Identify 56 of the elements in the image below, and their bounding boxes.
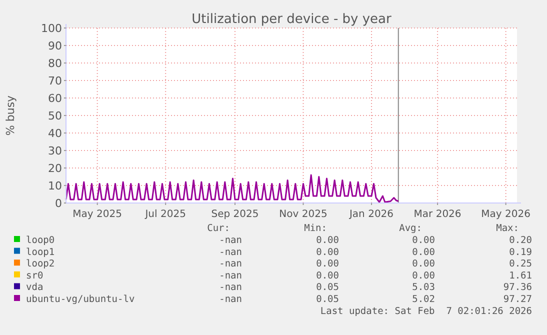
text: -nan <box>219 294 242 305</box>
chart-title: Utilization per device - by year <box>192 12 392 27</box>
y-tick-label: 30 <box>48 144 62 158</box>
text: Last update: Sat Feb 7 02:01:26 2026 <box>320 306 532 317</box>
legend-label: loop0 <box>26 235 55 246</box>
legend-label: sr0 <box>26 270 44 282</box>
text: 0.00 <box>316 258 340 270</box>
x-tick-label: Jan 2026 <box>348 209 394 220</box>
text: 0.05 <box>316 282 339 294</box>
legend-label: vda <box>26 282 44 294</box>
y-axis-title: % busy <box>4 94 17 136</box>
text: -nan <box>219 235 242 246</box>
text: 5.03 <box>412 282 435 294</box>
x-tick-label: May 2025 <box>72 209 122 220</box>
text: 0.00 <box>412 258 436 270</box>
text: 1.61 <box>509 270 532 282</box>
y-tick-label: 80 <box>48 57 62 70</box>
text: 97.27 <box>503 294 532 305</box>
y-tick-label: 90 <box>48 40 62 52</box>
text: 0.25 <box>509 258 532 270</box>
text: 0.00 <box>316 235 340 246</box>
legend-label: ubuntu-vg/ubuntu-lv <box>26 294 135 305</box>
y-tick-label: 50 <box>48 110 62 122</box>
x-tick-label: Jul 2025 <box>144 209 186 220</box>
y-tick-label: 70 <box>48 74 62 88</box>
text: Min: <box>304 223 327 234</box>
text: 0.00 <box>316 270 340 282</box>
text: -nan <box>219 282 242 294</box>
text: 0.00 <box>316 246 340 258</box>
text: 0.19 <box>509 246 532 258</box>
y-tick-label: 40 <box>48 127 62 140</box>
line-series <box>65 174 400 203</box>
text: 0.00 <box>412 246 436 258</box>
y-tick-label: 60 <box>48 92 62 105</box>
y-tick-label: 20 <box>48 162 62 175</box>
x-tick-label: Nov 2025 <box>279 209 328 220</box>
x-tick-label: May 2026 <box>481 209 530 220</box>
text: 0.20 <box>509 235 532 246</box>
legend-label: loop2 <box>26 258 55 270</box>
y-tick-label: 100 <box>41 22 62 35</box>
legend-label: loop1 <box>26 246 55 258</box>
text: 5.02 <box>412 294 435 305</box>
text: 0.05 <box>316 294 339 305</box>
text: -nan <box>219 258 242 270</box>
text: Avg: <box>399 223 422 234</box>
y-tick-label: 0 <box>55 197 62 210</box>
x-tick-label: Sep 2025 <box>211 209 259 220</box>
text: Max: <box>496 223 519 234</box>
text: Cur: <box>207 223 230 234</box>
text: 0.00 <box>412 270 436 282</box>
text: 0.00 <box>412 235 436 246</box>
text: 97.36 <box>503 282 532 294</box>
text: -nan <box>219 270 242 282</box>
y-tick-label: 10 <box>48 180 62 192</box>
x-tick-label: Mar 2026 <box>414 209 462 220</box>
text: -nan <box>219 246 242 258</box>
